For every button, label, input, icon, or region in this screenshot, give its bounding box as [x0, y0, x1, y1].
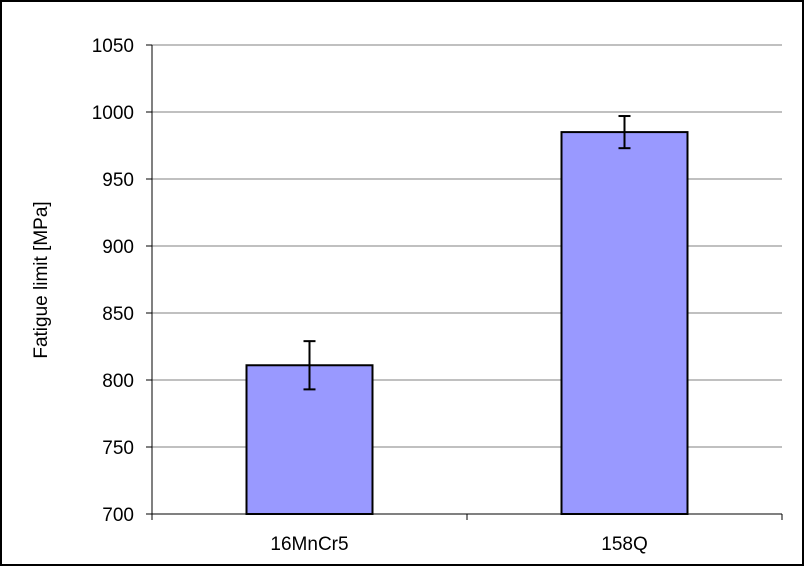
y-tick-label: 700	[102, 505, 134, 526]
axes	[146, 44, 783, 520]
y-tick-label: 800	[102, 371, 134, 392]
labels: 700 750 800 850 900 950 1000 1050 16MnCr5 158Q	[92, 36, 648, 555]
bar	[560, 131, 689, 515]
y-tick-label: 750	[102, 438, 134, 459]
y-axis-title: Fatigue limit [MPa]	[31, 201, 52, 358]
x-category-label: 16MnCr5	[270, 534, 348, 555]
y-tick-label: 850	[102, 304, 134, 325]
y-tick-label: 900	[102, 237, 134, 258]
y-tick-label: 950	[102, 170, 134, 191]
y-tick-label: 1050	[92, 36, 134, 57]
x-category-label: 158Q	[601, 534, 647, 555]
y-tick-label: 1000	[92, 103, 134, 124]
bars	[245, 115, 689, 516]
